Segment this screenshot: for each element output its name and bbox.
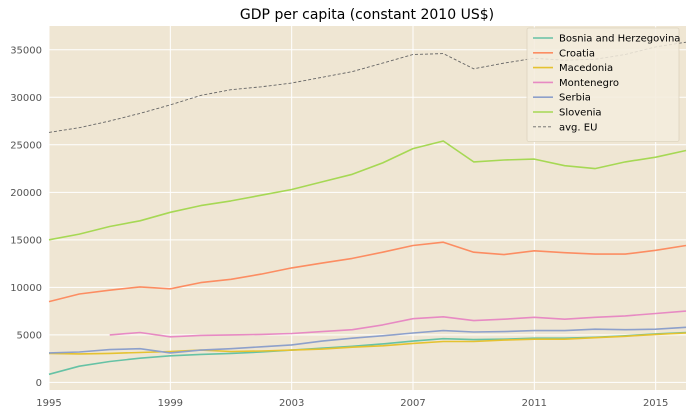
y-tick-label: 5000 xyxy=(17,330,42,341)
series-line-6 xyxy=(48,41,687,133)
x-tick-label: 1995 xyxy=(36,398,61,409)
legend-label: Serbia xyxy=(559,93,591,104)
x-tick-label: 2015 xyxy=(643,398,668,409)
series-line-5 xyxy=(48,140,687,241)
y-tick-label: 10000 xyxy=(10,283,42,294)
legend-label: Slovenia xyxy=(559,108,602,119)
legend-label: Macedonia xyxy=(559,63,613,74)
x-tick-label: 2003 xyxy=(279,398,304,409)
y-tick-label: 30000 xyxy=(10,93,42,104)
legend: Bosnia and Herzegovina Croatia Macedonia Mo… xyxy=(526,27,680,142)
series-line-3 xyxy=(109,310,687,338)
x-tick-label: 1999 xyxy=(158,398,183,409)
x-tick-label: 2007 xyxy=(400,398,425,409)
series-line-4 xyxy=(48,326,687,354)
axes: 1995 1999 2003 2007 2011 2015 0 5000 10000 15000 2… xyxy=(10,45,668,409)
y-tick-label: 20000 xyxy=(10,188,42,199)
chart-title: GDP per capita (constant 2010 US$) xyxy=(240,7,494,23)
series-lines xyxy=(48,41,687,376)
legend-label: avg. EU xyxy=(559,122,597,133)
series-line-2 xyxy=(48,332,687,355)
x-tick-label: 2011 xyxy=(522,398,547,409)
series-line-1 xyxy=(48,241,687,303)
legend-label: Montenegro xyxy=(559,78,619,89)
y-tick-label: 35000 xyxy=(10,45,42,56)
legend-label: Croatia xyxy=(559,48,595,59)
legend-label: Bosnia and Herzegovina xyxy=(559,34,680,45)
y-tick-label: 25000 xyxy=(10,140,42,151)
legend-box xyxy=(526,27,680,142)
y-tick-label: 0 xyxy=(36,378,42,389)
y-tick-label: 15000 xyxy=(10,235,42,246)
